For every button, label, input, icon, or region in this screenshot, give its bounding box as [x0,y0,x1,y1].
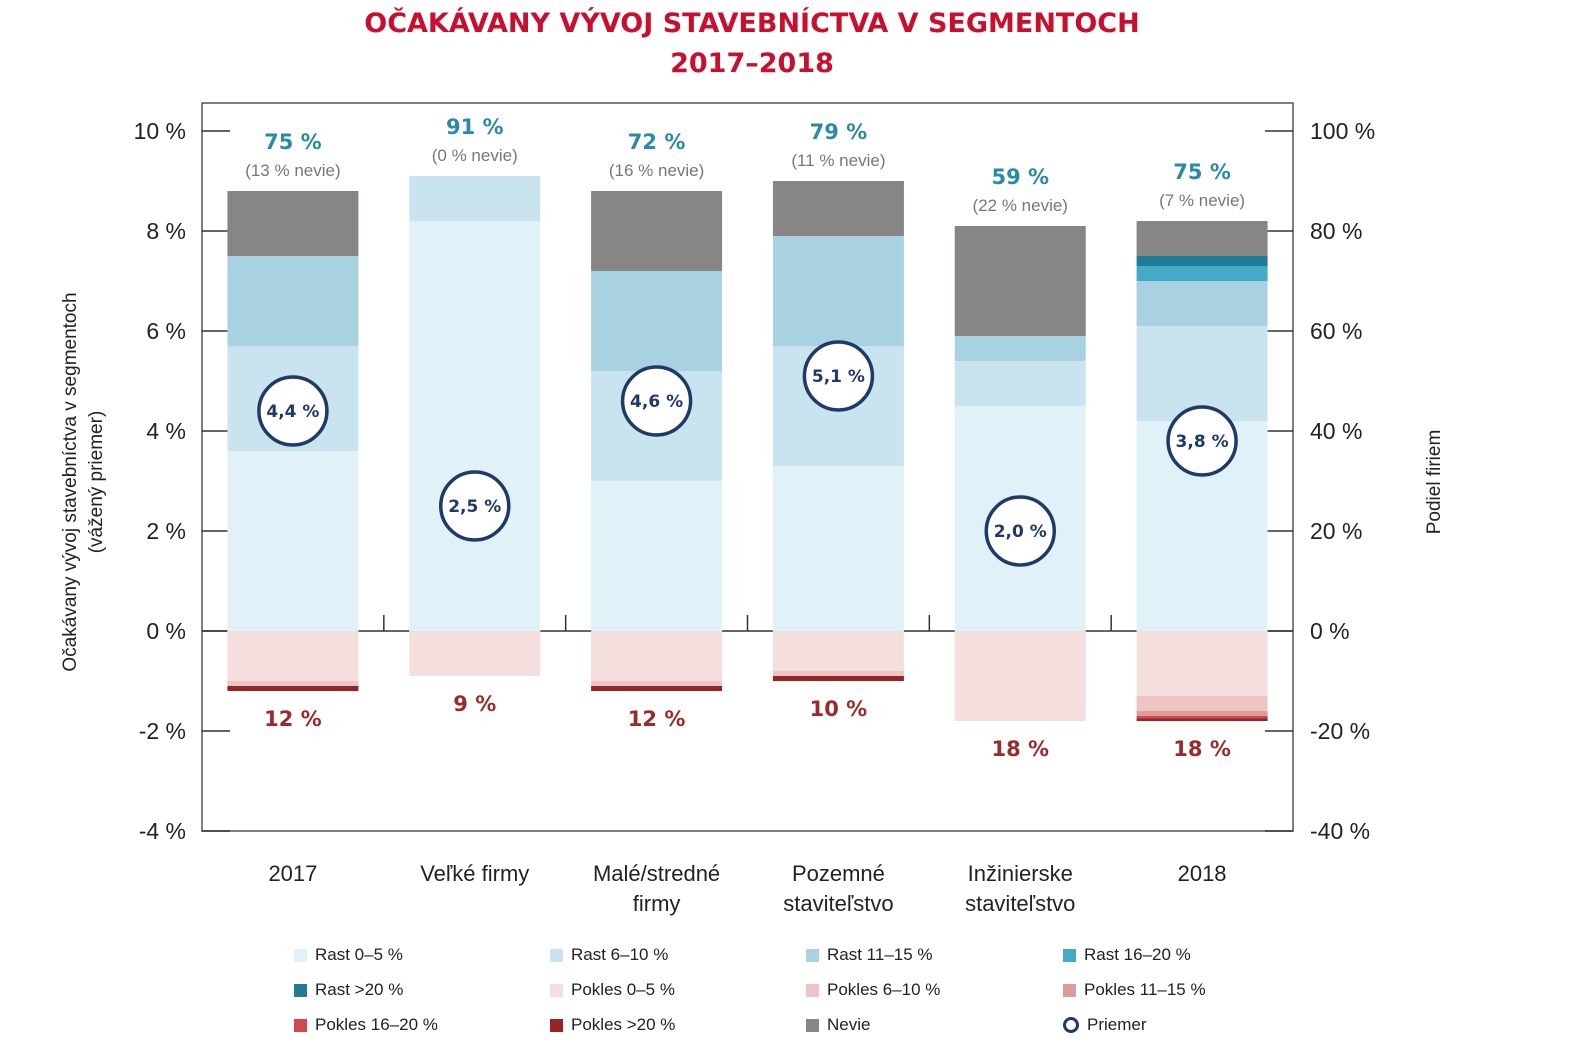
bar-segment [227,631,359,681]
bar-segment [1136,266,1268,281]
bar-segment [954,631,1086,721]
chart-subtitle: 2017–2018 [670,48,834,79]
decline-share-label: 12 % [628,707,686,731]
bar-segment [409,631,541,676]
growth-share-label: 75 % [264,130,322,154]
dont-know-label: (13 % nevie) [245,161,340,180]
bar-segment [1136,718,1268,721]
bar-segment [772,466,904,631]
bar-segment [591,686,723,691]
average-marker [1166,405,1238,477]
bar-segment [227,451,359,631]
y-axis-title: Očakávany vývoj stavebníctva v segmentoc… [60,292,81,671]
x-category-label: 2018 [1178,861,1227,886]
y2-tick-label: 60 % [1310,318,1362,344]
bar-segment [954,361,1086,406]
bar-segment [409,176,541,221]
average-label: 4,6 % [630,392,683,412]
bar-segment [954,226,1086,336]
bar-segment [1136,256,1268,266]
y-tick-label: 2 % [146,518,186,544]
y-tick-label: 6 % [146,318,186,344]
chart-title: OČAKÁVANY VÝVOJ STAVEBNÍCTVA V SEGMENTOC… [364,8,1140,39]
x-category-label: Pozemné [792,861,885,886]
x-category-label: Malé/stredné [593,861,720,886]
bar-segment [591,631,723,681]
y2-tick-label: 80 % [1310,218,1362,244]
y2-tick-label: 0 % [1310,618,1350,644]
decline-share-label: 18 % [991,737,1049,761]
dont-know-label: (0 % nevie) [432,146,518,165]
dont-know-label: (16 % nevie) [609,161,704,180]
bar-segment [1136,221,1268,256]
x-category-label: Inžinierske [968,861,1073,886]
decline-share-label: 12 % [264,707,322,731]
bar-segment [591,681,723,686]
bar-segment [1136,631,1268,696]
y-tick-label: -2 % [139,718,186,744]
bar-segment [954,336,1086,361]
decline-share-label: 10 % [810,697,868,721]
y2-tick-label: 100 % [1310,118,1375,144]
decline-share-label: 18 % [1173,737,1231,761]
bar-segment [1136,281,1268,326]
growth-share-label: 72 % [628,130,686,154]
y2-tick-label: -20 % [1310,718,1370,744]
y-tick-label: 0 % [146,618,186,644]
dont-know-label: (22 % nevie) [973,196,1068,215]
growth-share-label: 75 % [1173,160,1231,184]
x-category-label: staviteľstvo [783,891,893,916]
bar-segment [1136,716,1268,719]
bar-segment [591,271,723,371]
y2-axis-title: Podiel firiem [1424,430,1445,535]
bar-segment [591,191,723,271]
bar-segment [1136,711,1268,716]
bar-segment [227,686,359,691]
bar-segment [1136,326,1268,421]
x-category-label: Veľké firmy [420,861,529,886]
growth-share-label: 79 % [810,120,868,144]
bar-segment [772,236,904,346]
x-category-label: 2017 [268,861,317,886]
y-tick-label: 8 % [146,218,186,244]
y-axis-subtitle: (vážený priemer) [86,411,107,554]
bar-segment [772,181,904,236]
bar-segment [227,191,359,256]
growth-share-label: 59 % [991,165,1049,189]
x-category-label: staviteľstvo [965,891,1075,916]
average-marker [802,340,875,412]
bar-segment [1136,696,1268,711]
y2-tick-label: 20 % [1310,518,1362,544]
average-marker [620,365,693,437]
x-category-label: firmy [633,891,681,916]
average-label: 4,4 % [266,402,319,422]
bar-segment [227,681,359,686]
bar-segment [772,671,904,676]
y-tick-label: 10 % [134,118,186,144]
average-label: 5,1 % [812,367,865,387]
bar-segment [409,221,541,631]
y2-tick-label: -40 % [1310,818,1370,844]
bar-segment [227,256,359,346]
average-label: 2,5 % [448,497,501,517]
growth-share-label: 91 % [446,115,504,139]
average-marker [984,495,1056,567]
average-label: 3,8 % [1176,432,1229,452]
dont-know-label: (7 % nevie) [1159,191,1245,210]
plot-frame [201,102,1294,832]
bar-segment [772,631,904,671]
y-tick-label: 4 % [146,418,186,444]
y-tick-label: -4 % [139,818,186,844]
bar-segment [772,676,904,681]
average-marker [257,375,329,447]
decline-share-label: 9 % [453,692,496,716]
bar-segment [591,481,723,631]
dont-know-label: (11 % nevie) [791,151,885,170]
y2-tick-label: 40 % [1310,418,1362,444]
average-marker [439,470,511,542]
average-label: 2,0 % [994,522,1047,542]
